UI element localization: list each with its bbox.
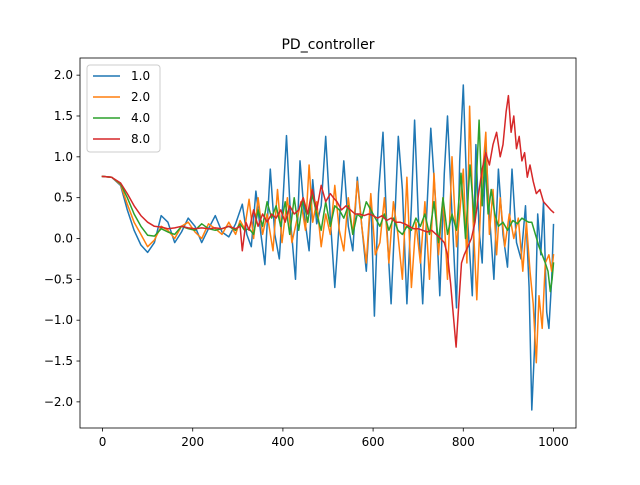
legend-label-1: 1.0 [131,69,150,83]
y-tick-label: −1.5 [44,354,73,368]
y-tick-label: 0.5 [54,191,73,205]
x-tick-label: 800 [452,435,475,449]
x-axis: 0 200 400 600 800 1000 [99,428,569,449]
y-tick-label: 2.0 [54,68,73,82]
y-axis: −2.0 −1.5 −1.0 −0.5 0.0 0.5 1.0 1.5 2.0 [44,68,80,409]
chart-title: PD_controller [281,37,374,53]
legend-box [86,64,161,153]
legend-label-2: 2.0 [131,90,150,104]
series-line-3 [101,119,555,293]
y-tick-label: −0.5 [44,272,73,286]
x-tick-label: 200 [181,435,204,449]
y-tick-label: 1.5 [54,109,73,123]
y-tick-label: −1.0 [44,313,73,327]
y-tick-label: 1.0 [54,150,73,164]
y-tick-label: −2.0 [44,395,73,409]
x-tick-label: 400 [271,435,294,449]
series-line-4 [101,94,555,348]
x-tick-label: 0 [99,435,107,449]
plot-lines [101,84,555,411]
legend-label-4: 8.0 [131,132,150,146]
x-tick-label: 600 [362,435,385,449]
y-tick-label: 0.0 [54,232,73,246]
legend: 1.0 2.0 4.0 8.0 [86,64,161,153]
legend-label-3: 4.0 [131,111,150,125]
x-tick-label: 1000 [538,435,569,449]
axes-frame [79,57,577,429]
